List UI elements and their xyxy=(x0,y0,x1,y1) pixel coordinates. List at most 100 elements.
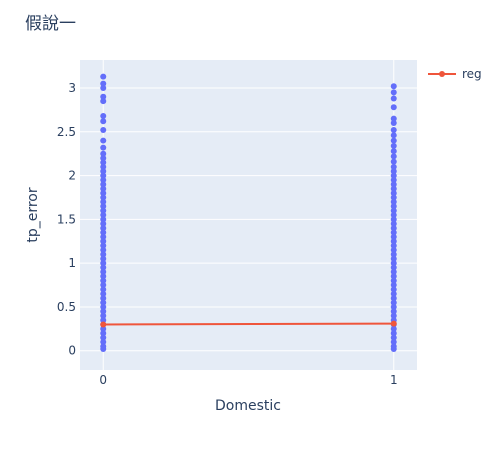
scatter-point xyxy=(390,229,397,236)
scatter-point xyxy=(390,190,397,197)
x-axis-title: Domestic xyxy=(215,398,281,414)
y-tick-label: 1 xyxy=(68,256,76,270)
scatter-point xyxy=(100,225,107,232)
scatter-point xyxy=(100,203,107,210)
scatter-point xyxy=(100,303,107,310)
scatter-point xyxy=(100,80,107,87)
scatter-point xyxy=(390,277,397,284)
scatter-point xyxy=(390,290,397,297)
scatter-point xyxy=(100,277,107,284)
scatter-point xyxy=(100,290,107,297)
y-axis-ticks: 0 0.5 1 1.5 2 2.5 3 xyxy=(57,81,76,358)
y-axis-title: tp_error xyxy=(25,187,41,243)
scatter-point xyxy=(100,312,107,319)
scatter-point xyxy=(100,299,107,306)
scatter-point xyxy=(100,85,107,92)
scatter-point xyxy=(390,163,397,170)
scatter-point xyxy=(100,216,107,223)
scatter-point xyxy=(100,233,107,240)
scatter-point xyxy=(100,255,107,262)
scatter-point xyxy=(390,299,397,306)
scatter-point xyxy=(100,338,107,345)
scatter-point xyxy=(100,113,107,120)
scatter-point xyxy=(100,185,107,192)
scatter-point xyxy=(390,115,397,122)
scatter-point xyxy=(100,190,107,197)
scatter-point xyxy=(390,238,397,245)
scatter-point xyxy=(390,255,397,262)
scatter-point xyxy=(390,312,397,319)
scatter-point xyxy=(390,127,397,134)
legend-marker-swatch xyxy=(439,71,445,77)
y-tick-label: 3 xyxy=(68,81,76,95)
scatter-point xyxy=(100,176,107,183)
scatter-point xyxy=(100,334,107,341)
scatter-point xyxy=(100,325,107,332)
scatter-point xyxy=(100,150,107,157)
scatter-point xyxy=(100,260,107,267)
scatter-point xyxy=(390,168,397,175)
scatter-point xyxy=(390,264,397,271)
scatter-point xyxy=(390,286,397,293)
scatter-point xyxy=(100,163,107,170)
scatter-point xyxy=(390,203,397,210)
scatter-point xyxy=(390,212,397,218)
gridlines xyxy=(80,60,417,370)
scatter-point xyxy=(100,155,107,162)
scatter-point xyxy=(390,273,397,280)
x-tick-label: 1 xyxy=(390,373,398,387)
x-tick-label: 0 xyxy=(99,373,107,387)
scatter-point xyxy=(100,207,107,214)
scatter-point xyxy=(100,181,107,188)
scatter-point xyxy=(100,317,107,324)
scatter-point xyxy=(390,142,397,149)
scatter-point xyxy=(100,212,107,218)
scatter-point xyxy=(100,220,107,227)
scatter-point xyxy=(100,127,107,134)
scatter-point xyxy=(100,118,107,125)
scatter-point xyxy=(100,286,107,293)
scatter-point xyxy=(390,185,397,192)
scatter-point xyxy=(390,172,397,179)
scatter-point xyxy=(100,198,107,205)
y-tick-label: 2.5 xyxy=(57,125,76,139)
scatter-point xyxy=(390,295,397,302)
scatter-point xyxy=(390,95,397,102)
scatter-point xyxy=(100,264,107,271)
scatter-point xyxy=(390,242,397,249)
scatter-point xyxy=(390,233,397,240)
scatter-point xyxy=(100,172,107,179)
y-tick-label: 2 xyxy=(68,169,76,183)
scatter-point xyxy=(390,198,397,205)
scatter-point xyxy=(390,83,397,90)
scatter-point xyxy=(100,345,107,352)
scatter-point xyxy=(390,120,397,127)
scatter-point xyxy=(390,260,397,267)
legend[interactable]: reg xyxy=(428,67,482,81)
scatter-point xyxy=(100,159,107,166)
regression-point xyxy=(100,321,107,328)
scatter-point xyxy=(390,251,397,258)
scatter-point xyxy=(100,168,107,175)
scatter-point xyxy=(390,158,397,165)
y-tick-label: 1.5 xyxy=(57,212,76,226)
y-tick-label: 0 xyxy=(68,344,76,358)
scatter-point xyxy=(100,137,107,144)
scatter-point xyxy=(390,89,397,96)
scatter-point xyxy=(390,282,397,289)
regression-line xyxy=(100,320,397,328)
regression-point xyxy=(390,320,397,327)
scatter-point xyxy=(390,104,397,111)
scatter-point xyxy=(390,181,397,188)
scatter-point xyxy=(100,268,107,275)
scatter-point xyxy=(100,308,107,315)
y-tick-label: 0.5 xyxy=(57,300,76,314)
scatter-point xyxy=(100,242,107,249)
legend-item-reg[interactable]: reg xyxy=(428,67,482,81)
scatter-point xyxy=(390,153,397,160)
scatter-point xyxy=(100,98,107,105)
scatter-point xyxy=(390,303,397,310)
